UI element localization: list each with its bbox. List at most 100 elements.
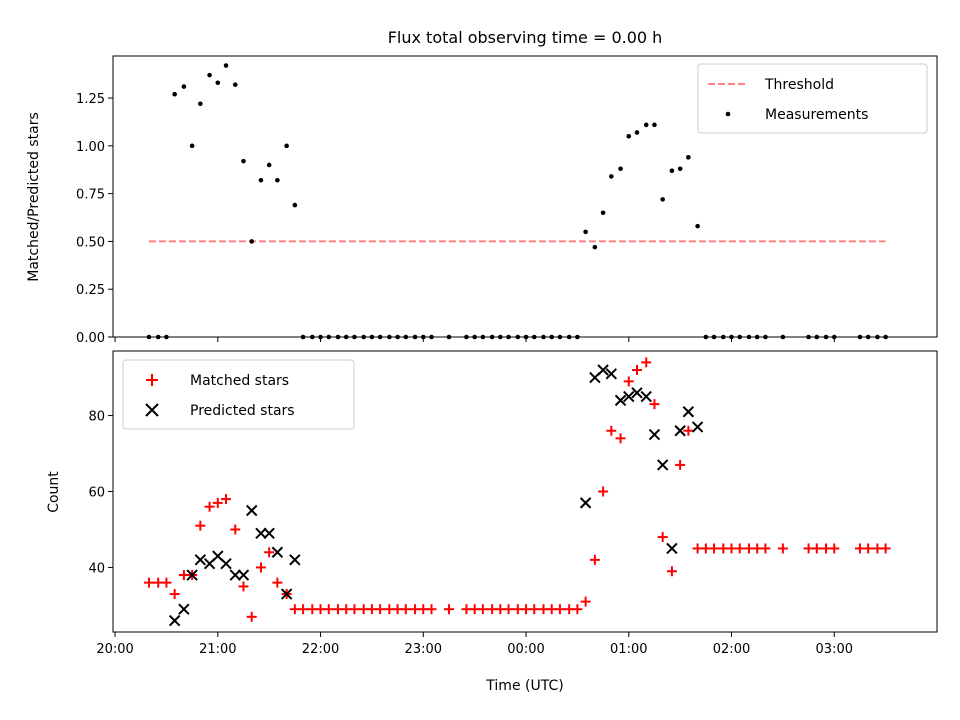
y-tick-label: 0.50 <box>76 235 105 250</box>
predicted-x-b <box>245 504 258 517</box>
ratio-legend: Threshold Measurements <box>697 63 928 134</box>
measurement-point <box>387 334 392 340</box>
measurement-point <box>523 334 529 340</box>
measurement-point <box>695 223 700 229</box>
predicted-x-b <box>640 390 652 403</box>
measurement-point <box>875 334 880 340</box>
measurement-point <box>326 334 332 340</box>
matched-star-point <box>400 604 411 615</box>
matched-star-point <box>298 604 309 615</box>
predicted-x-b <box>186 569 198 581</box>
measurement-point <box>464 334 469 340</box>
measurement-point <box>618 166 623 172</box>
measurement-point <box>729 334 734 340</box>
matched-star-point <box>204 501 215 512</box>
measurement-point <box>181 84 187 89</box>
measurement-point <box>172 91 177 97</box>
matched-star-point <box>161 577 172 588</box>
measurement-point <box>660 197 665 202</box>
predicted-x-b <box>674 425 686 437</box>
predicted-star-point <box>289 554 301 566</box>
measurement-point <box>429 334 434 340</box>
predicted-star-point <box>263 527 275 539</box>
measurement-point <box>634 130 640 135</box>
predicted-star-point <box>682 406 695 418</box>
measurement-point <box>720 334 726 340</box>
measurement-point <box>223 63 229 68</box>
measurement-point <box>310 334 315 340</box>
matched-star-point <box>212 497 223 508</box>
predicted-star-point <box>186 569 198 581</box>
measurement-point <box>395 334 400 340</box>
matched-star-point <box>811 543 822 554</box>
y-tick-label: 0.25 <box>76 283 105 298</box>
predicted-x-b <box>263 527 275 539</box>
predicted-star-point <box>631 387 643 399</box>
matched-star-point <box>349 604 360 615</box>
x-axis-label: Time (UTC) <box>485 678 563 694</box>
measurement-point <box>480 334 486 340</box>
measurement-point <box>515 334 521 340</box>
measurement-point <box>609 174 614 179</box>
predicted-x-b <box>597 364 609 376</box>
measurement-point <box>498 334 503 340</box>
measurement-point <box>198 101 203 107</box>
measurement-point <box>241 158 246 164</box>
measurement-point <box>275 177 280 183</box>
predicted-x-b <box>623 390 635 403</box>
predicted-x-b <box>220 557 232 570</box>
measurement-point <box>403 334 409 340</box>
y-tick-label: 80 <box>88 410 105 425</box>
measurement-point <box>592 244 598 250</box>
measurement-point <box>652 122 657 128</box>
measurement-point <box>446 334 452 340</box>
measurement-point <box>831 334 837 340</box>
y-tick-label: 0.75 <box>76 188 105 203</box>
predicted-star-point <box>623 390 635 403</box>
predicted-x-b <box>255 527 267 539</box>
measurement-point <box>266 162 272 168</box>
predicted-star-point <box>237 569 250 581</box>
matched-star-point <box>554 604 565 615</box>
predicted-star-point <box>168 614 181 627</box>
predicted-star-point <box>245 504 258 517</box>
measurement-point <box>857 334 863 340</box>
ratio-legend-box <box>697 63 928 134</box>
matched-star-point <box>598 486 609 497</box>
measurement-point <box>335 334 341 340</box>
predicted-x-b <box>271 546 284 558</box>
x-tick-label: 23:00 <box>405 642 442 657</box>
y-tick-label: 1.00 <box>76 140 105 155</box>
predicted-star-point <box>674 425 686 437</box>
predicted-x-b <box>194 554 207 566</box>
predicted-star-point <box>229 569 241 581</box>
measurement-point <box>352 334 357 340</box>
measurement-point <box>669 168 675 173</box>
predicted-star-point <box>194 554 207 566</box>
measurement-point <box>541 334 546 340</box>
legend-measurements-swatch <box>725 111 731 117</box>
measurement-point <box>814 334 820 340</box>
matched-star-point <box>477 604 488 615</box>
measurement-point <box>164 334 169 340</box>
predicted-stars-points <box>168 364 704 627</box>
predicted-star-point <box>691 421 704 433</box>
measurement-point <box>420 334 426 340</box>
predicted-x-b <box>614 394 627 407</box>
matched-star-point <box>375 604 386 615</box>
measurement-points <box>146 63 888 340</box>
measurement-point <box>300 334 306 340</box>
predicted-star-point <box>605 368 618 380</box>
measurement-point <box>155 334 161 340</box>
measurement-point <box>883 334 888 340</box>
predicted-star-point <box>640 390 652 403</box>
measurement-point <box>284 143 289 149</box>
measurement-point <box>746 334 752 340</box>
matched-star-point <box>230 524 241 535</box>
measurement-point <box>531 334 537 340</box>
measurement-point <box>806 334 811 340</box>
predicted-x-b <box>178 603 190 615</box>
measurement-point <box>865 334 871 340</box>
measurement-point <box>232 82 238 87</box>
